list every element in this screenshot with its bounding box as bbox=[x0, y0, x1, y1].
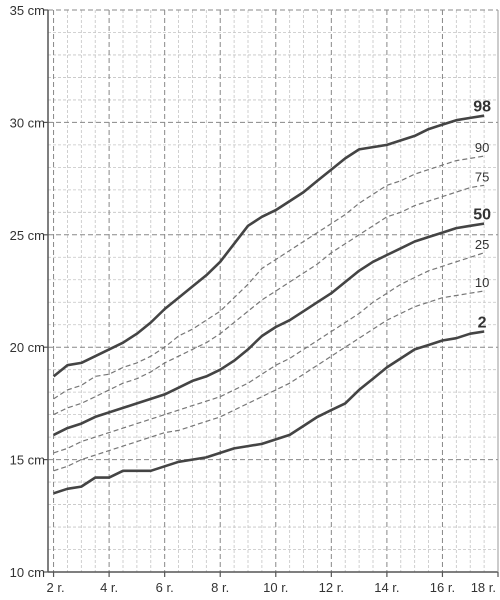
y-tick-label: 30 cm bbox=[10, 115, 45, 130]
x-tick-label: 8 r. bbox=[211, 580, 229, 595]
series-line-p10 bbox=[53, 290, 485, 472]
labels-layer: 10 cm 15 cm 20 cm 25 cm 30 cm 35 cm 2 r. 4 r. 6 … bbox=[10, 3, 496, 595]
x-tick-label: 2 r. bbox=[47, 580, 65, 595]
series-label-p25: 25 bbox=[475, 237, 489, 252]
y-tick-label: 25 cm bbox=[10, 228, 45, 243]
series-label-p75: 75 bbox=[475, 169, 489, 184]
series-label-p50: 50 bbox=[473, 207, 491, 224]
y-tick-label: 15 cm bbox=[10, 453, 45, 468]
x-tick-label: 12 r. bbox=[319, 580, 344, 595]
y-tick-label: 20 cm bbox=[10, 340, 45, 355]
x-tick-label: 18 r. bbox=[471, 580, 496, 595]
series-line-p98 bbox=[52, 114, 485, 378]
series-layer bbox=[52, 114, 485, 495]
series-line-p2 bbox=[53, 330, 485, 495]
x-tick-label: 10 r. bbox=[263, 580, 288, 595]
series-label-p10: 10 bbox=[475, 275, 489, 290]
axes-layer bbox=[43, 9, 499, 577]
series-label-p90: 90 bbox=[475, 140, 489, 155]
x-tick-label: 16 r. bbox=[430, 580, 455, 595]
series-label-p98: 98 bbox=[473, 99, 491, 116]
series-line-p75 bbox=[53, 184, 485, 416]
x-tick-label: 14 r. bbox=[374, 580, 399, 595]
x-tick-label: 4 r. bbox=[100, 580, 118, 595]
series-line-p90 bbox=[53, 155, 485, 400]
series-line-p25 bbox=[53, 252, 485, 454]
x-tick-label: 6 r. bbox=[156, 580, 174, 595]
y-tick-label: 35 cm bbox=[10, 3, 45, 18]
minor-grid bbox=[48, 10, 498, 572]
series-label-p2: 2 bbox=[478, 314, 487, 331]
y-tick-label: 10 cm bbox=[10, 565, 45, 580]
series-line-p50 bbox=[53, 222, 485, 437]
